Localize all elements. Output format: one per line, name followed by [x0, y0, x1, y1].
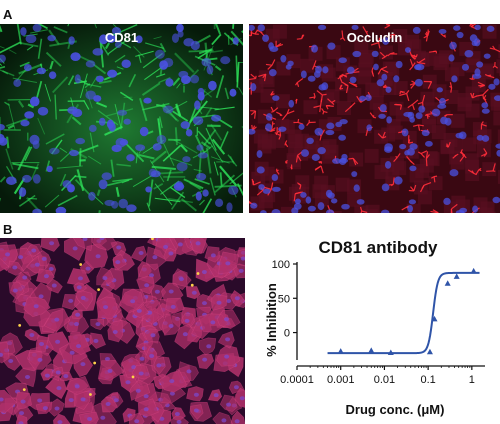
data-point [337, 348, 344, 354]
data-point [387, 349, 394, 355]
y-axis-label: % Inhibition [264, 283, 279, 357]
x-tick-label: 0.1 [420, 374, 435, 386]
data-point [368, 347, 375, 353]
x-axis-label: Drug conc. (μM) [346, 402, 445, 417]
cd81-micrograph: CD81 [0, 24, 243, 213]
occludin-micrograph: Occludin [249, 24, 500, 213]
data-point [426, 348, 433, 355]
y-tick-label: 0 [284, 328, 290, 340]
data-point [431, 315, 438, 322]
y-tick-label: 50 [278, 293, 290, 305]
x-tick-label: 0.001 [327, 374, 355, 386]
x-tick-label: 0.01 [374, 374, 395, 386]
x-tick-label: 0.0001 [280, 374, 314, 386]
dose-response-chart: CD81 antibody % Inhibition Drug conc. (μ… [264, 238, 485, 417]
panel-b-letter: B [3, 222, 13, 237]
x-tick-label: 1 [469, 374, 475, 386]
panel-a-letter: A [3, 7, 13, 22]
occludin-label: Occludin [346, 30, 403, 45]
fit-curve [327, 271, 480, 355]
data-point [470, 267, 477, 274]
y-tick-label: 100 [272, 259, 290, 271]
cell-culture-micrograph [0, 238, 245, 424]
cd81-label: CD81 [104, 30, 139, 45]
data-point [453, 273, 460, 279]
data-point [444, 280, 451, 286]
chart-title: CD81 antibody [318, 238, 438, 257]
